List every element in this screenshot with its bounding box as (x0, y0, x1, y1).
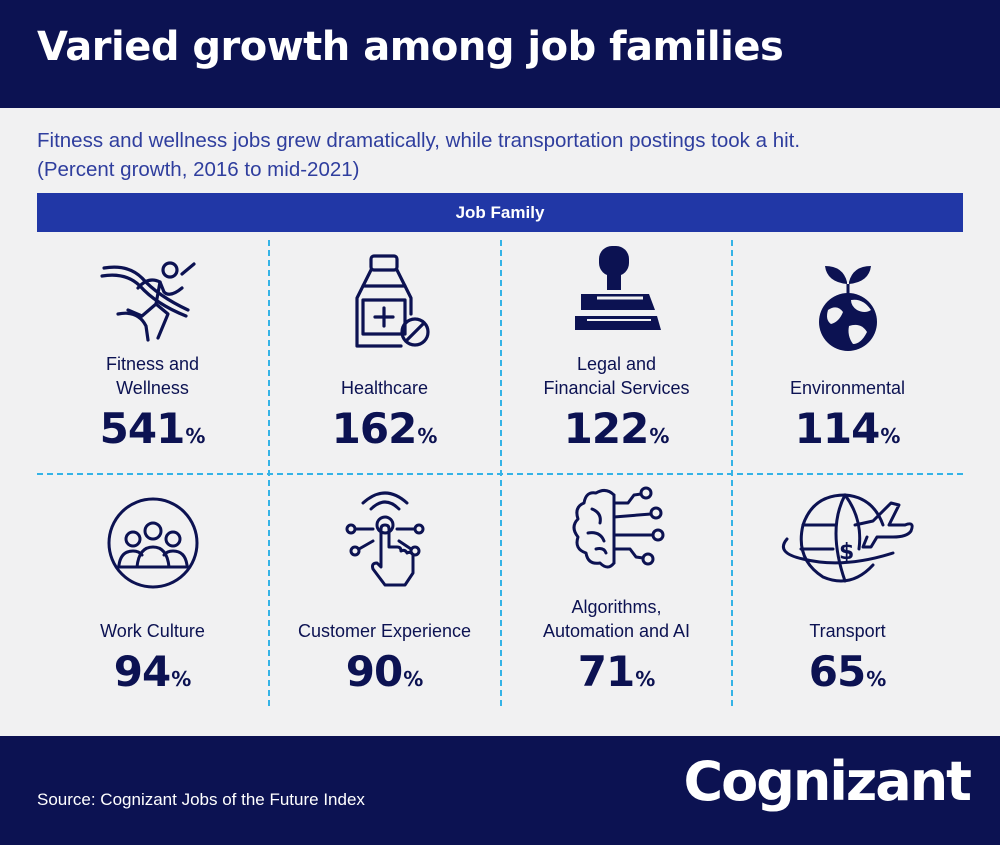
label-line: Algorithms, (571, 597, 662, 617)
value-number: 65 (808, 647, 866, 696)
value-unit: % (866, 667, 887, 691)
value-number: 114 (794, 404, 881, 453)
label-line: Automation and AI (542, 621, 691, 641)
label-line: Wellness (116, 378, 189, 398)
value-number: 90 (345, 647, 403, 696)
cell-transport: $ Transport 65% (732, 475, 963, 715)
page-title: Varied growth among job families (37, 24, 784, 70)
value-number: 541 (99, 404, 186, 453)
value-healthcare: 162% (269, 405, 500, 460)
value-unit: % (185, 424, 206, 448)
label-customer-experience: Customer Experience (269, 619, 500, 643)
header: Varied growth among job families (0, 0, 1000, 108)
value-unit: % (880, 424, 901, 448)
value-unit: % (649, 424, 670, 448)
label-line: Fitness and (105, 354, 200, 374)
touch-hand-icon (335, 485, 435, 600)
divider-horizontal (37, 473, 963, 475)
cognizant-logo: Cognizant (683, 750, 972, 813)
value-environmental: 114% (732, 405, 963, 460)
value-unit: % (417, 424, 438, 448)
label-algorithms-ai: Algorithms, Automation and AI (501, 595, 732, 643)
label-healthcare: Healthcare (269, 376, 500, 400)
job-family-grid: Fitness and Wellness 541% He (37, 232, 963, 712)
value-unit: % (171, 667, 192, 691)
globe-plane-icon: $ (773, 489, 923, 594)
cell-legal-financial: Legal and Financial Services 122% (501, 232, 732, 472)
cell-fitness-wellness: Fitness and Wellness 541% (37, 232, 268, 472)
job-family-header: Job Family (37, 193, 963, 232)
label-line: Transport (809, 621, 886, 641)
medicine-bottle-icon (335, 250, 435, 360)
label-line: Healthcare (340, 378, 429, 398)
content-panel: Fitness and wellness jobs grew dramatica… (0, 108, 1000, 736)
cell-customer-experience: Customer Experience 90% (269, 475, 500, 715)
label-line: Legal and (576, 354, 657, 374)
cell-healthcare: Healthcare 162% (269, 232, 500, 472)
value-work-culture: 94% (37, 648, 268, 703)
label-transport: Transport (732, 619, 963, 643)
value-customer-experience: 90% (269, 648, 500, 703)
subtitle: Fitness and wellness jobs grew dramatica… (37, 126, 977, 184)
value-transport: 65% (732, 648, 963, 703)
label-work-culture: Work Culture (37, 619, 268, 643)
value-legal-financial: 122% (501, 405, 732, 460)
label-line: Financial Services (543, 378, 690, 398)
label-environmental: Environmental (732, 376, 963, 400)
value-number: 94 (113, 647, 171, 696)
subtitle-line-1: Fitness and wellness jobs grew dramatica… (37, 129, 801, 152)
team-icon (103, 493, 203, 598)
value-number: 122 (563, 404, 650, 453)
value-number: 162 (331, 404, 418, 453)
label-legal-financial: Legal and Financial Services (501, 352, 732, 400)
label-line: Customer Experience (297, 621, 472, 641)
value-unit: % (403, 667, 424, 691)
label-line: Work Culture (100, 621, 205, 641)
label-fitness-wellness: Fitness and Wellness (37, 352, 268, 400)
value-algorithms-ai: 71% (501, 648, 732, 703)
value-fitness-wellness: 541% (37, 405, 268, 460)
brain-circuit-icon (562, 483, 672, 588)
subtitle-line-2: (Percent growth, 2016 to mid-2021) (37, 158, 360, 181)
cell-environmental: Environmental 114% (732, 232, 963, 472)
globe-sprout-icon (803, 252, 893, 357)
svg-text:$: $ (839, 540, 854, 565)
cell-work-culture: Work Culture 94% (37, 475, 268, 715)
cell-algorithms-ai: Algorithms, Automation and AI 71% (501, 475, 732, 715)
runner-icon (98, 254, 208, 359)
stamp-icon (567, 240, 667, 345)
source-note: Source: Cognizant Jobs of the Future Ind… (37, 790, 365, 809)
value-unit: % (635, 667, 656, 691)
label-line: Environmental (789, 378, 906, 398)
value-number: 71 (577, 647, 635, 696)
